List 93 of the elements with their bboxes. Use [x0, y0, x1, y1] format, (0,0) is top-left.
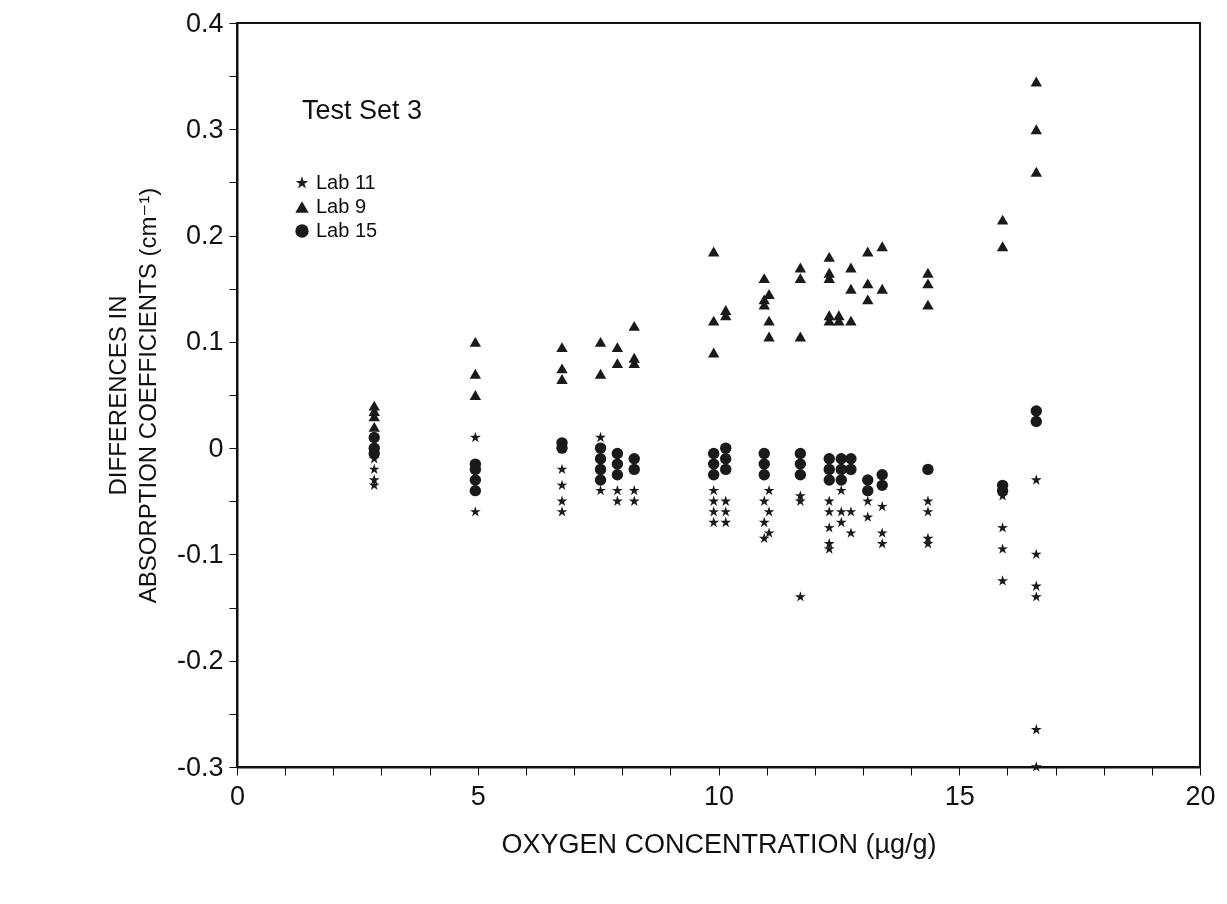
point	[823, 474, 835, 486]
point	[469, 390, 482, 400]
point	[707, 246, 720, 257]
legend-label: Lab 15	[316, 219, 378, 241]
point	[823, 463, 835, 476]
point	[845, 453, 857, 465]
point	[758, 273, 770, 284]
point	[611, 469, 624, 481]
point	[763, 315, 775, 326]
point	[1030, 166, 1042, 177]
point	[707, 347, 720, 358]
point	[707, 447, 720, 460]
point	[556, 374, 568, 384]
point	[594, 463, 607, 476]
point	[835, 474, 847, 486]
y-tick-label: 0	[208, 432, 224, 463]
y-tick-label: -0.1	[176, 538, 224, 569]
point	[922, 278, 934, 289]
point	[611, 358, 624, 369]
point	[823, 453, 835, 465]
point	[469, 474, 482, 486]
point	[922, 267, 934, 278]
point	[835, 453, 847, 465]
point	[611, 447, 624, 460]
point	[794, 447, 807, 460]
point	[823, 251, 835, 262]
point	[1030, 405, 1042, 417]
point	[862, 278, 874, 289]
point	[845, 463, 857, 476]
point	[1030, 76, 1042, 87]
point	[794, 273, 807, 284]
point	[368, 421, 380, 432]
point	[1030, 415, 1042, 428]
point	[794, 458, 807, 470]
y-tick-label: 0.4	[185, 7, 224, 38]
x-tick-label: 20	[1185, 780, 1216, 811]
y-tick-label: 0.3	[185, 113, 224, 144]
point	[922, 463, 934, 476]
y-axis-title: DIFFERENCES IN ABSORPTION COEFFICIENTS (cm⁻¹)	[103, 187, 161, 604]
x-axis-title: OXYGEN CONCENTRATION (µg/g)	[501, 828, 937, 859]
legend-label: Lab 9	[316, 195, 367, 217]
text: Test Set 3	[302, 95, 423, 125]
x-tick-label: 10	[703, 780, 735, 811]
point	[594, 442, 607, 454]
point	[720, 453, 732, 465]
point	[763, 331, 775, 342]
point	[611, 458, 624, 470]
y-tick-label: 0.2	[185, 220, 224, 251]
y-tick-label: -0.2	[176, 645, 224, 676]
point	[469, 368, 482, 379]
point	[594, 453, 607, 465]
point	[876, 241, 888, 252]
point	[758, 469, 770, 481]
point	[628, 453, 640, 465]
point	[758, 458, 770, 470]
point	[845, 283, 857, 294]
point	[707, 315, 720, 326]
point	[862, 246, 874, 257]
point	[794, 469, 807, 481]
legend-label: Lab 11	[316, 171, 376, 193]
x-tick-label: 5	[470, 780, 486, 811]
point	[862, 294, 874, 305]
point	[556, 363, 568, 374]
point	[876, 479, 888, 492]
x-tick-label: 15	[944, 780, 975, 811]
point	[996, 214, 1009, 225]
point	[862, 484, 874, 497]
point	[707, 458, 720, 470]
point	[594, 336, 607, 347]
point	[845, 315, 857, 326]
point	[922, 299, 934, 310]
point	[845, 262, 857, 273]
point	[876, 469, 888, 481]
point	[469, 336, 482, 347]
point	[1030, 124, 1042, 135]
y-tick-label: -0.3	[176, 751, 224, 782]
point	[368, 431, 380, 444]
point	[594, 368, 607, 379]
point	[628, 320, 640, 331]
point	[469, 484, 482, 497]
point	[876, 283, 888, 294]
point	[720, 442, 732, 454]
point	[720, 463, 732, 476]
point	[862, 474, 874, 486]
point	[996, 241, 1009, 252]
y-tick-label: 0.1	[185, 326, 224, 357]
point	[707, 469, 720, 481]
point	[758, 447, 770, 460]
x-tick-label: 0	[229, 780, 246, 811]
point	[556, 342, 568, 353]
point	[611, 342, 624, 353]
point	[628, 463, 640, 476]
point	[794, 262, 807, 273]
